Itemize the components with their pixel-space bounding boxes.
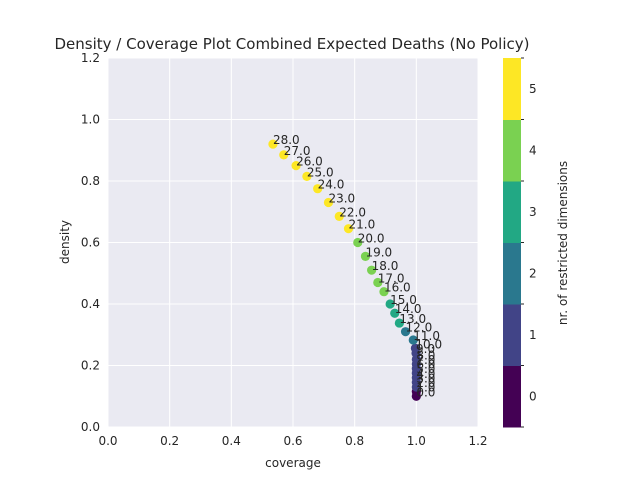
data-point xyxy=(353,237,363,248)
data-point-label: 11.0 xyxy=(413,329,440,343)
y-axis-label: density xyxy=(58,220,72,264)
data-point-label: 6.0 xyxy=(416,358,435,372)
data-point xyxy=(400,327,411,337)
colorbar-segment xyxy=(503,58,521,120)
x-tick-label: 1.0 xyxy=(407,434,426,448)
data-point xyxy=(360,251,371,261)
data-point-label: 1.0 xyxy=(416,381,435,395)
axis-ticks: 0.0 0.2 0.4 0.6 0.8 1.0 1.2 0.0 0.2 0.4 0.6 0.8 1.0 1… xyxy=(81,51,488,448)
data-point-label: 24.0 xyxy=(318,178,345,192)
data-point xyxy=(390,308,400,318)
data-point-label: 27.0 xyxy=(284,144,311,158)
colorbar-tick-label: 1 xyxy=(529,328,537,342)
data-point xyxy=(379,287,389,297)
x-tick-label: 0.4 xyxy=(222,434,241,448)
data-point-label: 10.0 xyxy=(415,337,442,351)
y-tick-label: 0.0 xyxy=(81,420,100,434)
data-point xyxy=(302,171,312,181)
x-tick-label: 1.2 xyxy=(468,434,487,448)
data-point-label: 14.0 xyxy=(395,302,422,316)
data-point-label: 2.0 xyxy=(416,376,435,390)
data-point-label: 3.0 xyxy=(416,371,435,385)
data-point xyxy=(279,150,289,160)
data-point xyxy=(343,224,354,234)
x-tick-label: 0.8 xyxy=(345,434,364,448)
data-point xyxy=(367,265,377,275)
data-point-label: 0.0 xyxy=(416,385,435,399)
data-point-label: 16.0 xyxy=(384,281,411,295)
gridlines xyxy=(107,57,479,428)
x-tick-label: 0.0 xyxy=(98,434,117,448)
data-point-label: 8.0 xyxy=(416,348,435,362)
y-tick-label: 1.2 xyxy=(81,51,100,65)
data-point xyxy=(373,277,383,288)
colorbar xyxy=(503,58,521,428)
colorbar-segment xyxy=(503,119,521,182)
colorbar-tick-label: 0 xyxy=(529,389,537,403)
data-point xyxy=(410,343,421,353)
data-point-label: 13.0 xyxy=(399,312,426,326)
y-tick-label: 1.0 xyxy=(81,113,100,127)
y-tick-label: 0.2 xyxy=(81,359,100,373)
data-point xyxy=(313,184,323,194)
data-point-labels: 0.01.02.03.04.05.06.07.08.09.010.011.012… xyxy=(273,133,442,399)
data-point xyxy=(394,318,404,328)
data-point-label: 17.0 xyxy=(378,271,405,285)
data-point-label: 15.0 xyxy=(390,293,417,307)
x-tick-label: 0.2 xyxy=(160,434,179,448)
data-point-label: 23.0 xyxy=(328,192,355,206)
data-point xyxy=(408,335,418,345)
data-point-label: 26.0 xyxy=(296,155,323,169)
data-point-label: 20.0 xyxy=(358,232,385,246)
data-point-label: 22.0 xyxy=(339,205,366,219)
colorbar-segment xyxy=(503,365,521,428)
y-tick-label: 0.6 xyxy=(81,236,100,250)
data-point-label: 9.0 xyxy=(416,342,435,356)
data-point-label: 7.0 xyxy=(416,353,435,367)
data-point-label: 21.0 xyxy=(349,218,376,232)
data-point-label: 25.0 xyxy=(307,165,334,179)
data-point-label: 18.0 xyxy=(372,259,399,273)
data-point xyxy=(334,211,344,221)
data-point-label: 5.0 xyxy=(416,362,435,376)
y-tick-label: 0.4 xyxy=(81,297,100,311)
data-point xyxy=(291,161,301,171)
data-point-label: 19.0 xyxy=(365,245,392,259)
data-point-label: 28.0 xyxy=(273,133,300,147)
colorbar-segment xyxy=(503,304,521,366)
y-tick-label: 0.8 xyxy=(81,174,100,188)
colorbar-tick-label: 2 xyxy=(529,266,537,280)
colorbar-segment xyxy=(503,242,521,305)
colorbar-segment xyxy=(503,181,521,243)
data-points xyxy=(268,139,421,401)
colorbar-ticks: 0 1 2 3 4 5 xyxy=(521,57,537,428)
colorbar-tick-label: 4 xyxy=(529,143,537,157)
colorbar-label: nr. of restricted dimensions xyxy=(556,161,570,325)
data-point xyxy=(268,139,278,149)
x-axis-label: coverage xyxy=(265,456,321,470)
data-point xyxy=(323,197,334,208)
data-point xyxy=(385,299,395,309)
x-tick-label: 0.6 xyxy=(283,434,302,448)
colorbar-tick-label: 3 xyxy=(529,205,537,219)
data-point-label: 4.0 xyxy=(416,367,435,381)
colorbar-tick-label: 5 xyxy=(529,82,537,96)
chart-title: Density / Coverage Plot Combined Expecte… xyxy=(55,35,530,53)
data-point-label: 12.0 xyxy=(406,321,433,335)
